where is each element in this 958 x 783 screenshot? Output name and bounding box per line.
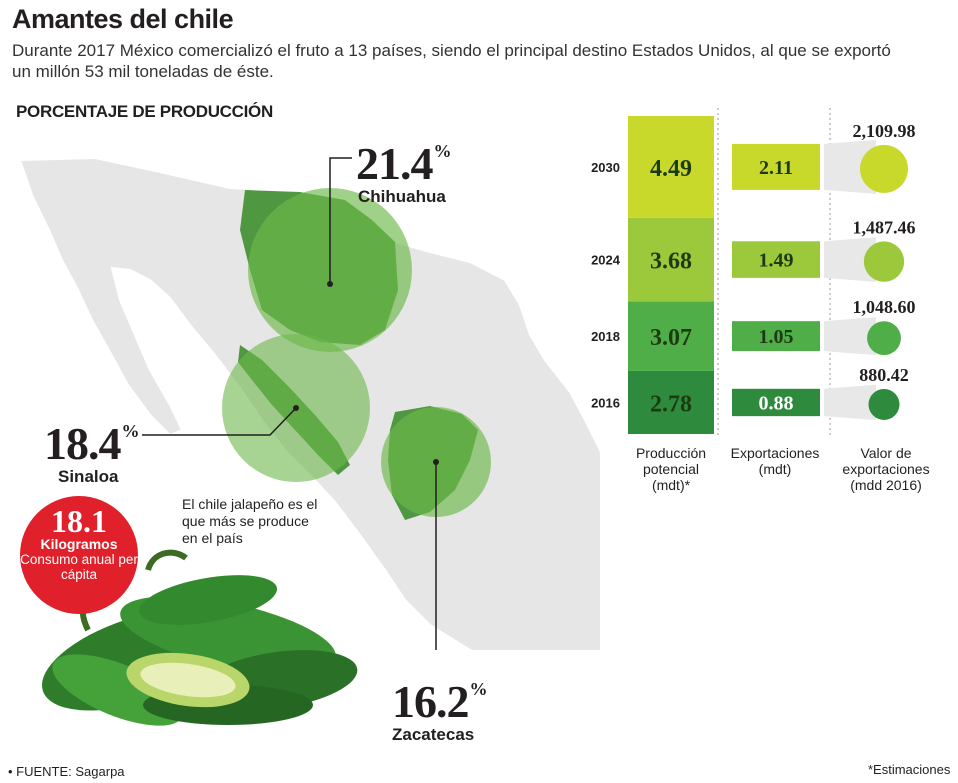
page-subtitle: Durante 2017 México comercializó el frut… (12, 41, 891, 81)
exports-bar-2024 (732, 241, 820, 278)
chihuahua-leader (329, 157, 352, 284)
exports-value-2030: 2.11 (759, 157, 793, 179)
production-segment-2024 (628, 217, 714, 302)
value-label-2030: 2,109.98 (853, 121, 916, 141)
source-note: • FUENTE: Sagarpa (8, 764, 125, 779)
value-bubble-2024 (863, 241, 905, 282)
estimates-note: *Estimaciones (868, 762, 951, 777)
value-bubble-2030 (860, 144, 908, 193)
value-label-2018: 1,048.60 (853, 297, 916, 317)
exports-bar-2016 (732, 388, 820, 417)
exports-bar-2030 (732, 143, 820, 190)
production-segment-2030 (628, 116, 714, 218)
section-label: PORCENTAJE DE PRODUCCIÓN (16, 102, 273, 121)
sinaloa-callout: 18.4% Sinaloa (44, 418, 140, 487)
sinaloa-value: 18.4 (44, 418, 121, 469)
chihuahua-callout: 21.4% Chihuahua (356, 138, 452, 207)
value-bubble-2016 (868, 388, 900, 420)
chihuahua-dot (327, 281, 333, 287)
consumption-unit: Kilogramos (40, 536, 118, 552)
zacatecas-value: 16.2 (392, 676, 469, 727)
page-title: Amantes del chile (12, 4, 234, 34)
value-label-2016: 880.42 (859, 365, 909, 385)
production-segment-2016 (628, 370, 714, 434)
zacatecas-label: Zacatecas (392, 725, 475, 744)
consumption-badge: 18.1 Kilogramos Consumo anual per cápita (20, 496, 138, 614)
exports-bar-2018 (732, 321, 820, 352)
zacatecas-leader (435, 462, 437, 650)
production-segment-2018 (628, 301, 714, 371)
column-header-2: Valor de exportaciones (mdd 2016) (842, 445, 929, 493)
production-value-2016: 2.78 (650, 391, 692, 417)
chihuahua-label: Chihuahua (358, 187, 446, 206)
production-value-2030: 4.49 (650, 156, 692, 182)
consumption-description: Consumo anual per cápita (20, 552, 138, 582)
exports-connector-2024 (824, 237, 876, 282)
mexico-map (18, 156, 600, 650)
exports-value-2018: 1.05 (759, 326, 794, 348)
year-label-2018: 2018 (591, 329, 620, 344)
column-header-0: Producción potencial (mdt)* (636, 445, 706, 493)
chihuahua-value: 21.4 (356, 138, 433, 189)
jalapeno-note: El chile jalapeño es el que más se produ… (182, 496, 318, 546)
exports-connector-2016 (824, 384, 876, 421)
production-chart: 2.78 2016 3.07 2018 3.68 2024 4.49 2030 2.11 1.49… (591, 108, 930, 493)
exports-connector-2018 (824, 317, 876, 356)
exports-value-2024: 1.49 (759, 250, 794, 272)
sinaloa-leader (142, 407, 297, 436)
zacatecas-callout: 16.2% Zacatecas (392, 676, 488, 745)
year-label-2024: 2024 (591, 253, 621, 268)
production-value-2018: 3.07 (650, 325, 692, 351)
production-value-2024: 3.68 (650, 249, 692, 275)
column-header-1: Exportaciones (mdt) (731, 445, 820, 477)
sinaloa-dot (293, 405, 299, 411)
value-label-2024: 1,487.46 (853, 217, 916, 237)
sinaloa-label: Sinaloa (58, 467, 119, 486)
jalapeno-illustration (42, 549, 358, 726)
exports-value-2016: 0.88 (759, 392, 794, 414)
year-label-2016: 2016 (591, 395, 620, 410)
value-bubble-2018 (867, 321, 901, 356)
consumption-value: 18.1 (51, 503, 107, 539)
year-label-2030: 2030 (591, 160, 620, 175)
zacatecas-dot (433, 459, 439, 465)
